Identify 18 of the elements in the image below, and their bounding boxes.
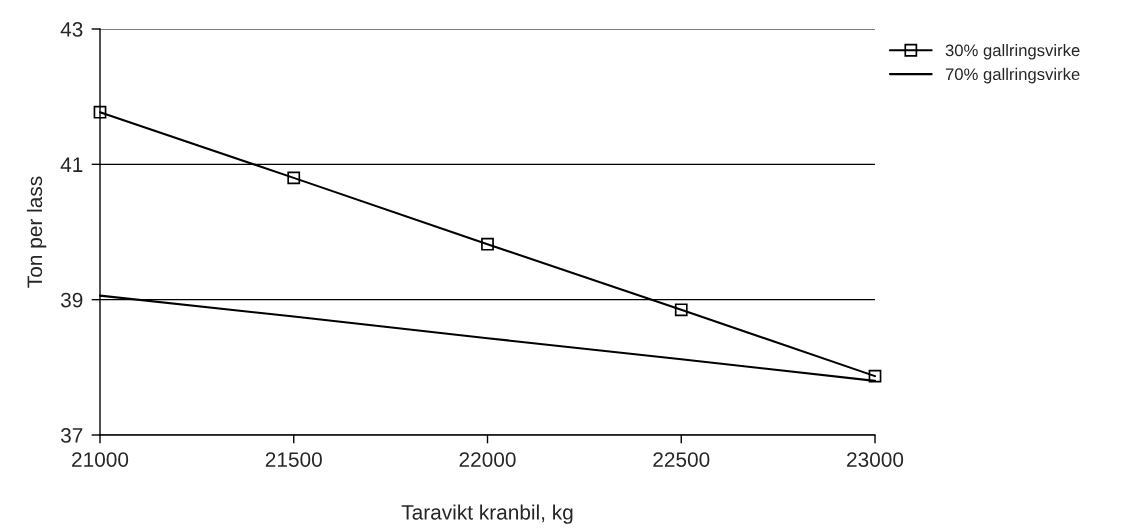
y-axis-title: Ton per lass (26, 176, 47, 288)
legend-label: 30% gallringsvirke (945, 44, 1080, 60)
y-tick-label: 43 (60, 22, 83, 37)
x-tick-label: 22500 (653, 452, 710, 467)
x-tick-label: 21000 (72, 452, 129, 467)
y-tick-label: 37 (60, 428, 83, 443)
point (868, 369, 882, 383)
point (93, 105, 107, 119)
point (287, 171, 301, 185)
y-tick-label: 39 (60, 292, 83, 308)
x-axis-title: Taravikt kranbil, kg (401, 504, 573, 524)
x-tick-label: 21500 (265, 452, 322, 467)
point (674, 303, 688, 317)
y-tick-label: 41 (60, 157, 83, 172)
point (481, 237, 494, 251)
x-tick-label: 22000 (459, 452, 516, 467)
x-tick-label: 23000 (847, 452, 904, 467)
legend-label: 70% gallringsvirke (945, 67, 1080, 84)
